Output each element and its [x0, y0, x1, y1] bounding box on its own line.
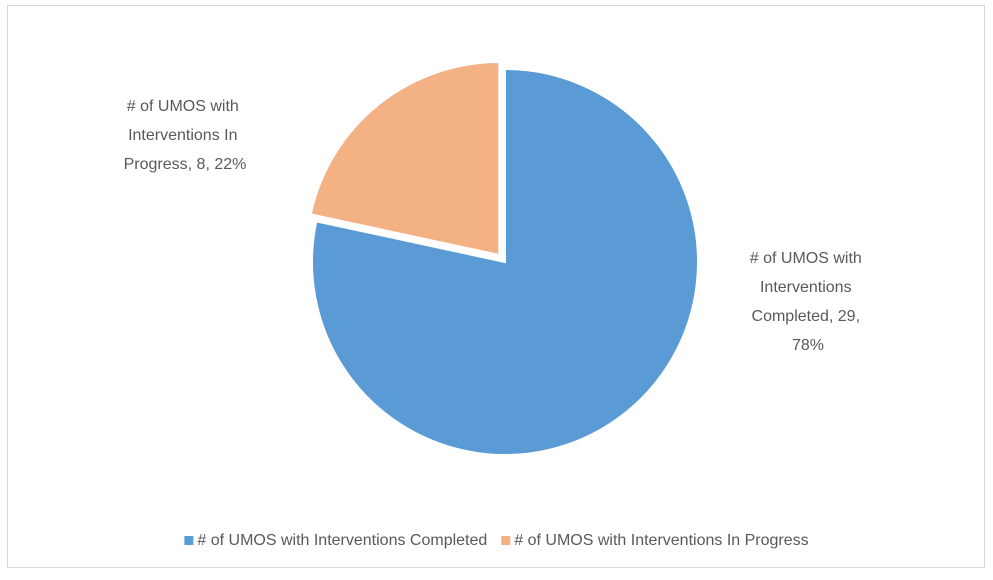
- legend-label: # of UMOS with Interventions Completed: [197, 532, 487, 549]
- legend-swatch: [184, 536, 194, 545]
- pie-slice: [309, 60, 501, 257]
- pie-slice: [311, 67, 699, 456]
- data-label-line: Progress, 8, 22%: [124, 156, 247, 173]
- data-label-line: Interventions: [760, 279, 856, 296]
- data-label: # of UMOS with Interventions Completed, …: [750, 250, 866, 354]
- data-label-line: Interventions In: [128, 127, 242, 144]
- legend-swatch: [501, 536, 511, 545]
- legend-label: # of UMOS with Interventions In Progress: [514, 532, 808, 549]
- data-label-line: 78%: [792, 337, 824, 354]
- data-label: # of UMOS with Interventions In Progress…: [124, 98, 247, 173]
- data-label-line: # of UMOS with: [750, 250, 866, 267]
- data-label-line: Completed, 29,: [752, 308, 865, 325]
- data-label-line: # of UMOS with: [127, 98, 243, 115]
